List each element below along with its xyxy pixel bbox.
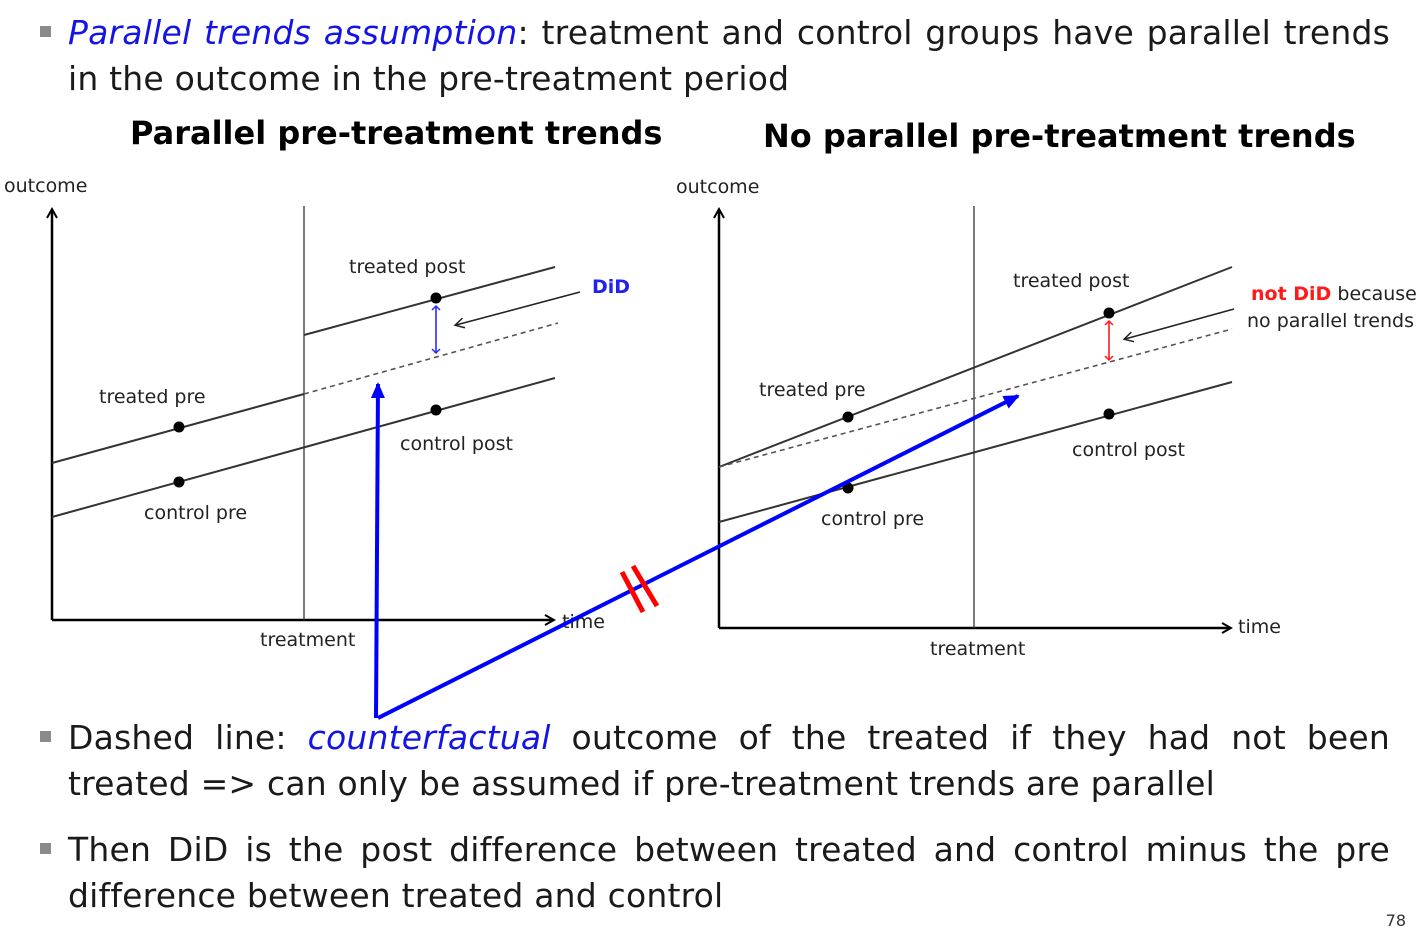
- right-chart: outcome time treatment treated post trea…: [676, 176, 1417, 660]
- left-chart-title: Parallel pre-treatment trends: [130, 114, 663, 152]
- right-no-parallel-label: no parallel trends: [1247, 310, 1414, 332]
- left-treated-post-point: [430, 292, 442, 304]
- page-number: 78: [1385, 911, 1406, 930]
- bullet-counterfactual: Dashed line: counterfactual outcome of t…: [40, 715, 1390, 807]
- right-treated-post-point: [1103, 307, 1115, 319]
- right-treatment-label: treatment: [930, 638, 1025, 660]
- right-pointer-arrow: [1122, 308, 1235, 343]
- right-control-post-label: control post: [1072, 439, 1185, 461]
- left-treatment-label: treatment: [260, 629, 355, 651]
- pointer-arrow-right: [377, 394, 1020, 720]
- left-control-pre-label: control pre: [144, 502, 247, 524]
- left-did-label: DiD: [592, 276, 630, 298]
- bullet-marker-icon: [40, 26, 51, 37]
- left-y-axis-label: outcome: [4, 175, 87, 197]
- left-control-line: [51, 377, 556, 518]
- right-treated-post-label: treated post: [1013, 270, 1129, 292]
- right-treated-pre-label: treated pre: [759, 379, 866, 401]
- right-treated-line: [718, 266, 1233, 468]
- right-treated-pre-point: [842, 411, 854, 423]
- right-y-axis-label: outcome: [676, 176, 759, 198]
- counterfactual-pointers: [370, 382, 1020, 720]
- parallel-trends-term: Parallel trends assumption: [68, 13, 518, 52]
- left-counterfactual-line: [303, 322, 559, 395]
- right-counterfactual-line: [718, 328, 1233, 468]
- right-control-pre-label: control pre: [821, 508, 924, 530]
- left-control-pre-point: [173, 476, 185, 488]
- counterfactual-term: counterfactual: [307, 718, 551, 757]
- break-mark-2-icon: [630, 564, 660, 608]
- left-control-post-label: control post: [400, 433, 513, 455]
- pointer-arrow-left: [370, 382, 385, 719]
- right-control-post-point: [1103, 408, 1115, 420]
- left-treated-pre-point: [173, 421, 185, 433]
- bullet-marker-icon: [40, 731, 51, 742]
- left-control-post-point: [430, 404, 442, 416]
- bullet-did-definition: Then DiD is the post difference between …: [40, 827, 1390, 919]
- bullet-parallel-trends: Parallel trends assumption: treatment an…: [40, 10, 1390, 102]
- left-treated-post-label: treated post: [349, 256, 465, 278]
- bullet-marker-icon: [40, 843, 51, 854]
- right-not-did-annotation: not DiD because: [1251, 283, 1417, 305]
- break-mark-1-icon: [619, 570, 646, 614]
- right-control-pre-point: [842, 482, 854, 494]
- left-x-axis-label: time: [562, 611, 605, 633]
- right-chart-title: No parallel pre-treatment trends: [763, 117, 1356, 155]
- left-treated-pre-label: treated pre: [99, 386, 206, 408]
- left-chart: outcome time treatment treated post trea…: [4, 175, 630, 651]
- right-x-axis-label: time: [1238, 616, 1281, 638]
- left-treated-post-line: [303, 266, 556, 336]
- right-control-line: [718, 381, 1233, 523]
- left-did-pointer-arrow: [453, 291, 581, 329]
